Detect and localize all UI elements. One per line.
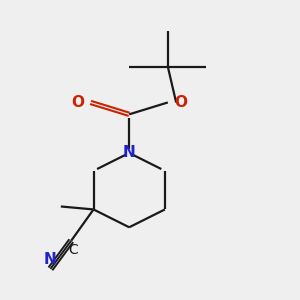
Text: C: C (68, 243, 78, 257)
Text: N: N (123, 146, 136, 160)
Text: O: O (174, 95, 188, 110)
Text: N: N (44, 252, 57, 267)
Text: O: O (71, 95, 84, 110)
